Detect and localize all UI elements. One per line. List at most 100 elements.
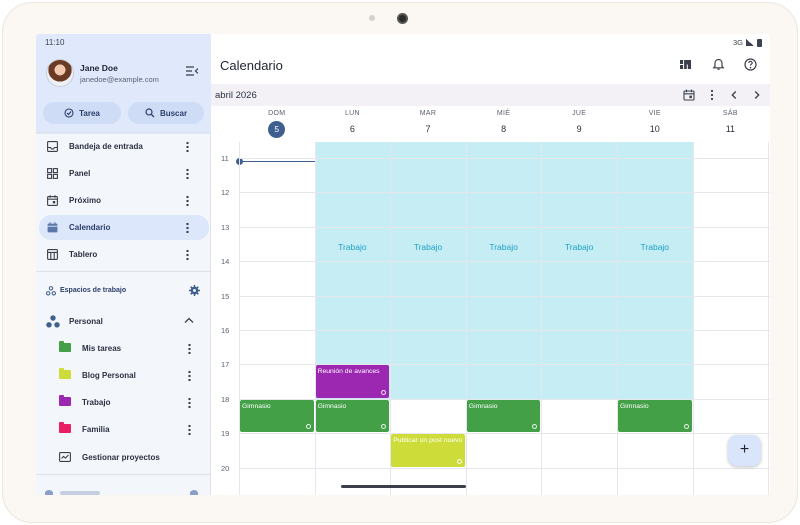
work-block-label: Trabajo [640,242,670,252]
workspaces-label: Espacios de trabajo [60,287,127,294]
today-icon[interactable] [683,89,695,101]
add-task-label: Tarea [79,108,100,118]
section-icon [45,490,53,495]
day-header[interactable]: DOM 5 [239,110,315,138]
project-label: Trabajo [82,398,111,407]
chevron-left-icon[interactable] [728,89,740,101]
more-icon[interactable] [188,343,191,354]
day-column-line [541,142,543,495]
view-layout-icon[interactable] [679,58,692,71]
project-item[interactable]: Mis tareas [36,338,211,360]
inbox-icon [47,141,58,152]
calendar-event[interactable]: Gimnasio [315,399,390,433]
gear-icon[interactable] [190,490,198,495]
hour-line [239,261,770,263]
chevron-up-icon[interactable] [184,316,194,324]
project-item[interactable]: Trabajo [36,392,211,414]
day-name: MIÉ [496,110,511,117]
project-item[interactable]: Blog Personal [36,365,211,387]
work-time-block[interactable]: Trabajo [314,142,391,399]
project-item[interactable]: Familia [36,419,211,441]
work-time-block[interactable]: Trabajo [617,142,693,399]
divider [36,132,211,133]
nav-item-label: Bandeja de entrada [69,142,143,151]
hour-line [239,158,770,159]
collapse-menu-icon[interactable] [186,66,198,76]
calendar-event[interactable]: Gimnasio [240,399,314,433]
work-time-block[interactable]: Trabajo [465,142,542,399]
more-icon[interactable] [188,397,191,408]
search-button[interactable]: Buscar [128,102,204,124]
hour-line [239,192,770,194]
work-time-block[interactable]: Trabajo [541,142,617,399]
network-label: 3G [732,38,743,47]
repeat-icon [305,424,311,430]
add-event-button[interactable]: + [728,435,761,466]
more-icon[interactable] [186,168,189,179]
repeat-icon [683,424,689,430]
hour-label: 17 [221,360,230,370]
project-label: Mis tareas [82,344,122,353]
day-column-line [239,142,240,495]
calendar-event[interactable]: Publicar un post nuevo [391,434,465,467]
calendar-event[interactable]: Gimnasio [466,399,541,433]
hour-label: 13 [221,222,230,232]
day-header[interactable]: MIÉ 8 [466,110,542,138]
nav-item-inbox[interactable]: Bandeja de entrada [39,134,209,159]
nav-item-upcoming[interactable]: Próximo [39,188,209,213]
day-header[interactable]: MAR 7 [390,110,466,138]
work-block-label: Trabajo [338,242,367,252]
day-number-text: 8 [501,124,507,134]
folder-icon [59,341,71,352]
app-screen: 11:10 Jane Doe janedoe@example.com Tarea [36,34,770,495]
hour-line [239,364,770,366]
day-header[interactable]: SÁB 11 [693,110,769,138]
hour-label: 16 [221,326,230,335]
help-icon[interactable] [744,58,757,71]
more-icon[interactable] [188,370,191,381]
week-grid[interactable]: Trabajo Trabajo Trabajo Trabajo Trabajo 11 12 1… [211,142,770,495]
repeat-icon [456,458,462,464]
status-indicators: 3G [733,38,762,47]
day-header[interactable]: VIE 10 [617,110,693,138]
calendar-main: 3G Calendario abril 2026 [211,34,770,495]
nav-item-calendar[interactable]: Calendario [39,215,209,240]
bell-icon[interactable] [712,58,725,71]
add-task-button[interactable]: Tarea [43,102,121,124]
day-number: 6 [315,121,391,138]
more-icon[interactable] [186,249,189,260]
hour-line [239,398,770,400]
hour-label: 14 [221,257,230,267]
calendar-event[interactable]: Reunión de avances [315,365,390,398]
more-vert-icon[interactable] [706,89,718,101]
avatar[interactable] [46,59,74,87]
nav-item-board[interactable]: Tablero [39,242,209,267]
day-header[interactable]: JUE 9 [541,110,617,138]
hour-line [239,295,770,297]
section-label-peek [60,491,100,495]
nav-item-label: Panel [69,169,91,178]
work-time-block[interactable]: Trabajo [390,142,466,399]
more-icon[interactable] [188,424,191,435]
more-icon[interactable] [186,141,189,152]
more-icon[interactable] [186,222,189,233]
page-title: Calendario [220,58,283,73]
calendar-event[interactable]: Gimnasio [618,399,692,433]
day-header[interactable]: LUN 6 [315,110,391,138]
gear-icon[interactable] [189,285,200,296]
nav-item-label: Tablero [69,250,98,259]
repeat-icon [381,424,387,430]
user-email: janedoe@example.com [80,75,159,84]
folder-icon [59,395,71,406]
day-number: 8 [466,121,542,138]
workspace-group-personal[interactable]: Personal [36,313,211,329]
work-block-label: Trabajo [413,242,443,252]
day-column-line [692,142,694,495]
nav-item-label: Próximo [69,196,102,205]
more-icon[interactable] [186,195,189,206]
chevron-right-icon[interactable] [751,89,763,101]
manage-projects-item[interactable]: Gestionar proyectos [36,447,211,469]
event-title: Gimnasio [468,402,498,410]
nav-item-panel[interactable]: Panel [39,161,209,186]
month-label[interactable]: abril 2026 [215,90,257,101]
